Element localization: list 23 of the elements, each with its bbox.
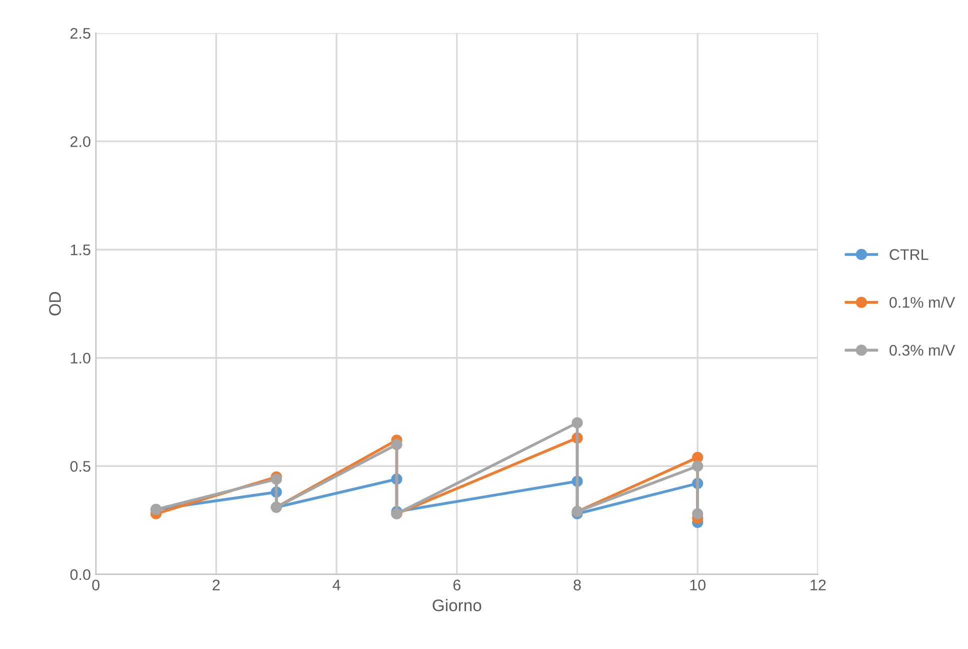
- x-axis-title: Giorno: [432, 599, 482, 612]
- x-tick-label: 4: [332, 580, 340, 590]
- point: [692, 460, 704, 472]
- y-tick-label: 0.0: [70, 569, 90, 580]
- y-tick-label: 2.0: [70, 136, 90, 148]
- x-tick-label: 0: [92, 580, 100, 590]
- y-tick-label: 1.5: [70, 244, 90, 256]
- point: [391, 438, 402, 450]
- legend-label: 0.1% m/V: [890, 296, 956, 308]
- legend-label: 0.3% m/V: [890, 344, 956, 356]
- point: [572, 417, 583, 428]
- x-tick-label: 8: [574, 580, 581, 590]
- y-tick-label: 0.5: [70, 460, 90, 472]
- y-axis-title: OD: [49, 292, 61, 316]
- x-tick-label: 12: [810, 580, 826, 590]
- legend-label: CTRL: [890, 249, 928, 260]
- x-tick-label: 6: [453, 580, 460, 590]
- y-tick-label: 1.0: [70, 352, 90, 364]
- point: [270, 474, 282, 485]
- point: [692, 508, 704, 520]
- x-tick-label: 10: [690, 580, 706, 590]
- y-tick-label: 2.5: [70, 28, 90, 39]
- x-tick-label: 2: [212, 580, 220, 590]
